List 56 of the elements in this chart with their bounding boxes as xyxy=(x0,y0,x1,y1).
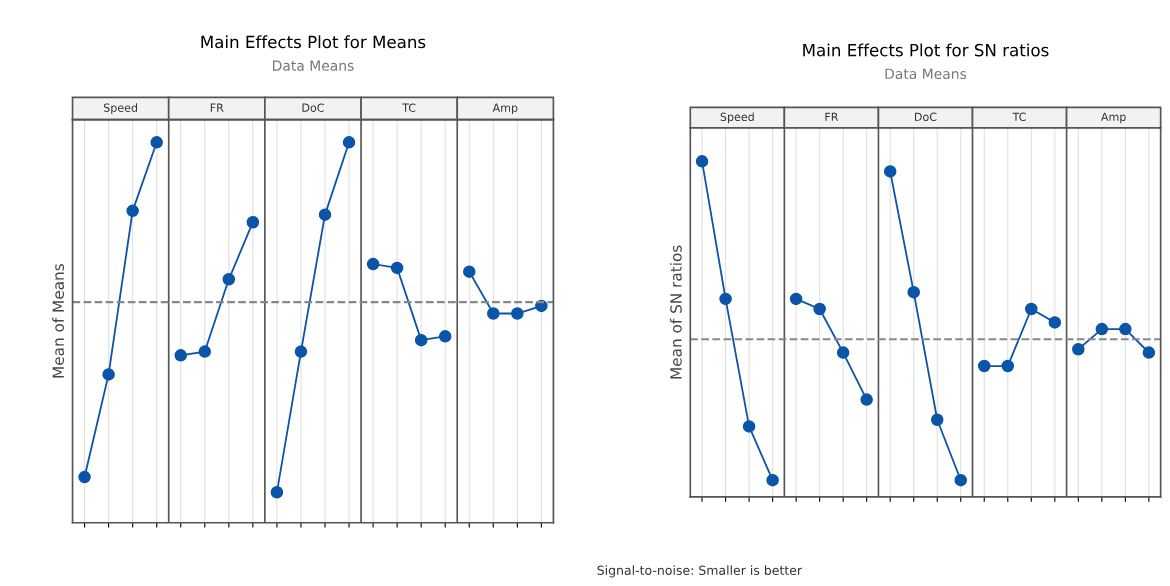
text: Speed xyxy=(103,103,138,115)
point xyxy=(907,285,920,299)
chart-title: Main Effects Plot for Means xyxy=(201,35,426,49)
point xyxy=(836,346,850,359)
point xyxy=(954,473,967,487)
chart-title: Main Effects Plot for SN ratios xyxy=(803,43,1049,57)
point xyxy=(1001,359,1015,373)
point xyxy=(102,368,115,381)
point xyxy=(78,470,91,484)
point xyxy=(1025,302,1038,316)
text: Signal-to-noise: Smaller is better xyxy=(597,565,803,578)
point xyxy=(1072,343,1085,356)
point xyxy=(463,265,476,278)
point xyxy=(222,273,236,286)
point xyxy=(318,208,332,221)
point xyxy=(294,345,308,358)
point xyxy=(1048,316,1062,329)
text: DoC xyxy=(915,112,937,121)
text: TC xyxy=(1012,112,1026,121)
text: Amp xyxy=(1100,112,1126,124)
text: Amp xyxy=(492,103,518,115)
chart-subtitle: Data Means xyxy=(885,68,967,80)
point xyxy=(126,204,139,218)
point xyxy=(930,413,944,426)
point xyxy=(150,136,163,149)
y-axis-title: Mean of Means xyxy=(52,264,65,378)
point xyxy=(1142,346,1156,359)
point xyxy=(270,486,284,499)
point xyxy=(742,420,756,433)
point xyxy=(978,359,991,373)
text: FR xyxy=(825,112,839,121)
point xyxy=(342,136,356,149)
point xyxy=(766,473,779,487)
text: TC xyxy=(402,103,416,112)
point xyxy=(860,393,873,406)
point xyxy=(246,215,260,229)
point xyxy=(174,349,187,362)
point xyxy=(438,330,452,343)
point xyxy=(366,257,380,271)
point xyxy=(487,307,500,320)
point xyxy=(813,302,826,316)
chart-subtitle: Data Means xyxy=(273,60,354,71)
text: FR xyxy=(210,103,224,112)
point xyxy=(1095,322,1109,336)
point xyxy=(1119,322,1132,336)
text: Speed xyxy=(720,112,754,124)
y-axis-title: Mean of SN ratios xyxy=(669,245,682,379)
point xyxy=(789,292,803,306)
point xyxy=(695,155,709,168)
point xyxy=(414,333,428,347)
point xyxy=(719,292,732,306)
point xyxy=(883,165,897,178)
text: DoC xyxy=(302,103,324,112)
point xyxy=(511,307,524,320)
point xyxy=(198,345,212,358)
point xyxy=(390,261,404,275)
